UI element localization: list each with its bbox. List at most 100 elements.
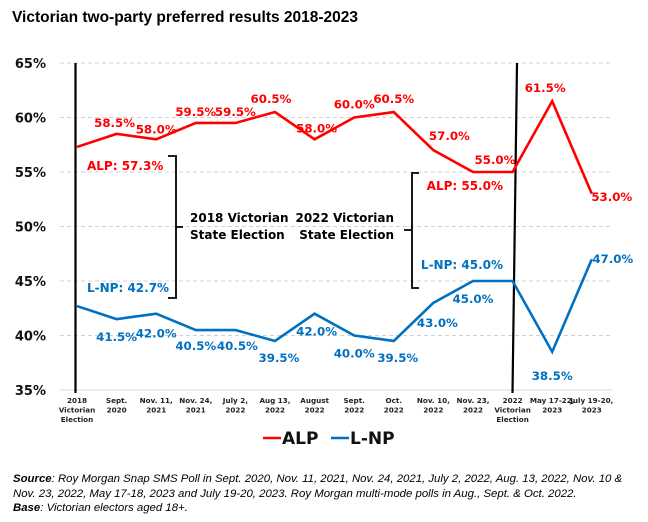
data-label: 61.5% <box>525 81 566 95</box>
chart-title: Victorian two-party preferred results 20… <box>12 9 359 26</box>
data-label: 39.5% <box>259 351 300 365</box>
election-markers <box>74 62 519 394</box>
annotation-alp2022: ALP: 55.0% <box>427 179 503 193</box>
x-tick-label-line: 2023 <box>582 406 602 415</box>
x-tick-label-line: 2022 <box>344 406 364 415</box>
legend: ALP L-NP <box>263 429 395 449</box>
x-tick-label-line: 2022 <box>305 406 325 415</box>
data-label: 41.5% <box>96 330 137 344</box>
x-tick-label-line: Oct. <box>386 396 403 405</box>
x-tick-label-line: 2022 <box>503 396 523 405</box>
footnote: Source: Roy Morgan Snap SMS Poll in Sept… <box>13 472 643 516</box>
data-label: 53.0% <box>591 190 632 204</box>
annotation-line: 2022 Victorian <box>295 211 394 225</box>
y-tick-label: 50% <box>15 221 46 236</box>
x-tick-label: 2018 Victorian Election <box>59 396 96 424</box>
x-tick-label: Nov. 10, 2022 <box>417 396 450 415</box>
data-label: 60.0% <box>334 98 375 112</box>
x-tick-label-line: 2021 <box>186 406 206 415</box>
x-tick-label-line: Victorian <box>59 406 96 415</box>
x-tick-label-line: 2022 <box>423 406 443 415</box>
data-label: 40.5% <box>217 339 258 353</box>
data-label: 59.5% <box>215 105 256 119</box>
x-tick-label-line: Nov. 23, <box>456 396 489 405</box>
data-label: 55.0% <box>475 153 516 167</box>
y-tick-label: 40% <box>15 330 46 345</box>
x-tick-label-line: 2018 <box>67 396 87 405</box>
legend-label-l-np: L-NP <box>350 429 395 449</box>
x-tick-label-line: Sept. <box>106 396 127 405</box>
x-tick-label: July 19-20, 2023 <box>569 396 613 415</box>
x-tick-label-line: 2021 <box>146 406 166 415</box>
x-tick-label-line: 2022 <box>265 406 285 415</box>
data-label: 58.0% <box>136 122 177 136</box>
x-tick-label-line: Aug 13, <box>259 396 290 405</box>
x-tick-label-line: July 2, <box>222 396 248 405</box>
x-tick-label: May 17-22, 2023 <box>530 396 575 415</box>
x-tick-label: 2022 Victorian Election <box>494 396 531 424</box>
data-label: 43.0% <box>417 316 458 330</box>
data-label: 45.0% <box>453 292 494 306</box>
x-tick-label-line: May 17-22, <box>530 396 575 405</box>
data-label: 58.0% <box>296 121 337 135</box>
election-2022-marker <box>511 62 519 394</box>
x-tick-label-line: Nov. 11, <box>140 396 173 405</box>
x-tick-label: Nov. 23, 2022 <box>456 396 489 415</box>
y-tick-label: 35% <box>15 384 46 399</box>
y-tick-label: 60% <box>15 112 46 127</box>
x-tick-label: August 2022 <box>300 396 329 415</box>
data-label: 39.5% <box>377 351 418 365</box>
x-tick-label: Nov. 11, 2021 <box>140 396 173 415</box>
x-tick-label-line: 2022 <box>384 406 404 415</box>
series-lines <box>76 98 593 355</box>
annotation-lnp2018: L-NP: 42.7% <box>87 281 169 295</box>
x-tick-label-line: August <box>300 396 329 405</box>
x-tick-label: Sept. 2022 <box>344 396 365 415</box>
x-tick-label: Sept. 2020 <box>106 396 127 415</box>
base-label: Base <box>13 502 41 514</box>
x-tick-label-line: 2022 <box>225 406 245 415</box>
source-text: : Roy Morgan Snap SMS Poll in Sept. 2020… <box>13 473 623 500</box>
series-line-alp <box>76 98 593 195</box>
data-label: 42.0% <box>296 325 337 339</box>
data-label: 42.0% <box>136 327 177 341</box>
x-tick-label: Nov. 24, 2021 <box>179 396 212 415</box>
x-tick-label-line: Nov. 24, <box>179 396 212 405</box>
x-tick-label-line: Election <box>496 415 528 424</box>
data-label: 59.5% <box>175 105 216 119</box>
y-tick-label: 45% <box>15 275 46 290</box>
data-label: 60.5% <box>373 92 414 106</box>
annotation-line: 2018 Victorian <box>190 211 289 225</box>
y-tick-label: 65% <box>15 57 46 72</box>
data-label: 47.0% <box>592 252 633 266</box>
annotation-election2018: 2018 Victorian State Election <box>190 211 289 242</box>
election-brackets <box>168 155 419 299</box>
y-tick-label: 55% <box>15 166 46 181</box>
series-line-l-np <box>76 258 593 355</box>
x-tick-label-line: Nov. 10, <box>417 396 450 405</box>
data-label: 40.0% <box>334 347 375 361</box>
annotation-lnp2022: L-NP: 45.0% <box>421 258 503 272</box>
x-tick-label-line: 2022 <box>463 406 483 415</box>
data-labels: 58.5% 58.0%59.5%59.5%60.5%58.0%60.0%60.5%… <box>94 81 633 383</box>
x-tick-label-line: Election <box>61 415 93 424</box>
x-tick-label-line: Victorian <box>494 406 531 415</box>
x-tick-label: Oct. 2022 <box>384 396 404 415</box>
data-label: 40.5% <box>175 339 216 353</box>
source-label: Source <box>13 473 52 485</box>
data-label: 38.5% <box>532 369 573 383</box>
gridlines <box>60 62 612 391</box>
x-tick-label-line: 2020 <box>107 406 127 415</box>
x-tick-label-line: 2023 <box>542 406 562 415</box>
election-2022-bracket <box>404 172 419 289</box>
annotation-election2022: 2022 Victorian State Election <box>295 211 394 242</box>
x-tick-label-line: July 19-20, <box>569 396 613 405</box>
x-tick-label: Aug 13, 2022 <box>259 396 290 415</box>
annotations: ALP: 57.3% L-NP: 42.7% ALP: 55.0% L-NP: 45.… <box>87 159 503 295</box>
data-label: 57.0% <box>429 129 470 143</box>
x-tick-label-line: Sept. <box>344 396 365 405</box>
data-label: 60.5% <box>251 92 292 106</box>
annotation-alp2018: ALP: 57.3% <box>87 159 163 173</box>
